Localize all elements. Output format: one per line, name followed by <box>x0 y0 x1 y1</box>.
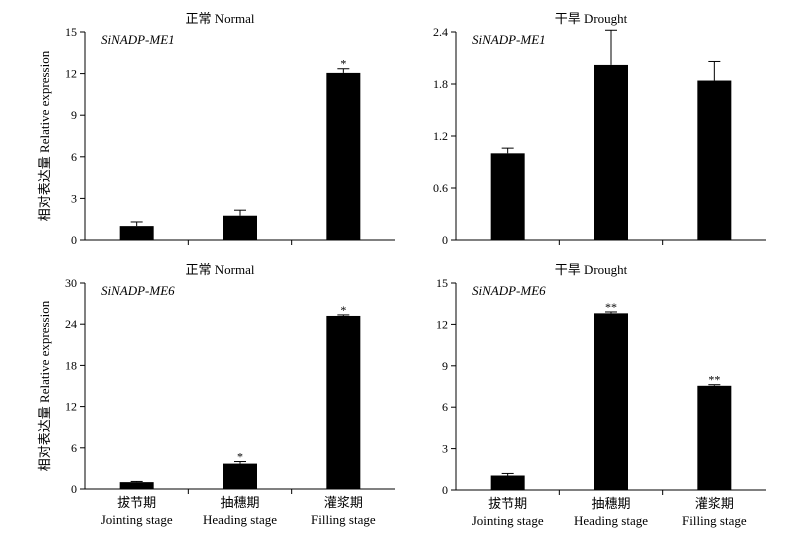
category-label-zh: 拔节期 <box>117 495 156 510</box>
bar <box>119 226 154 240</box>
y-tick-label: 0 <box>71 233 77 247</box>
bar <box>223 215 257 240</box>
y-tick-label: 15 <box>436 276 448 290</box>
significance-mark: ** <box>605 300 617 314</box>
category-label-zh: 抽穗期 <box>220 495 259 510</box>
y-tick-label: 0 <box>442 483 448 497</box>
category-label-en: Jointing stage <box>101 512 173 527</box>
y-axis-label: 相对表达量 Relative expression <box>37 300 52 471</box>
gene-label: SiNADP-ME1 <box>472 32 546 47</box>
y-tick-label: 12 <box>436 317 448 331</box>
significance-mark: * <box>237 450 243 464</box>
y-tick-label: 3 <box>442 442 448 456</box>
bar <box>119 482 154 489</box>
bar <box>697 80 732 241</box>
bar <box>697 385 732 490</box>
panel-title: 干旱 Drought <box>555 11 628 26</box>
y-tick-label: 9 <box>442 359 448 373</box>
category-label-zh: 抽穗期 <box>591 496 630 511</box>
y-tick-label: 3 <box>71 191 77 205</box>
gene-label: SiNADP-ME6 <box>472 283 546 298</box>
y-tick-label: 24 <box>65 317 77 331</box>
y-tick-label: 15 <box>65 25 77 39</box>
y-axis-label: 相对表达量 Relative expression <box>37 50 52 221</box>
bar <box>594 313 628 490</box>
y-tick-label: 6 <box>71 441 77 455</box>
bar <box>594 64 628 240</box>
category-label-en: Heading stage <box>574 513 648 528</box>
category-label-zh: 灌浆期 <box>324 495 363 510</box>
panel-title: 正常 Normal <box>186 262 255 277</box>
y-tick-label: 2.4 <box>433 25 448 39</box>
y-tick-label: 9 <box>71 108 77 122</box>
gene-label: SiNADP-ME6 <box>101 283 175 298</box>
y-tick-label: 6 <box>442 400 448 414</box>
bar <box>490 153 525 240</box>
category-label-zh: 灌浆期 <box>695 496 734 511</box>
bar <box>326 72 361 240</box>
category-label-en: Filling stage <box>311 512 376 527</box>
bar <box>490 475 525 490</box>
bar <box>223 463 257 489</box>
gene-label: SiNADP-ME1 <box>101 32 175 47</box>
y-tick-label: 0 <box>71 482 77 496</box>
y-tick-label: 12 <box>65 400 77 414</box>
y-tick-label: 1.8 <box>433 77 448 91</box>
bar <box>326 315 361 489</box>
panel-title: 正常 Normal <box>186 11 255 26</box>
category-label-en: Filling stage <box>682 513 747 528</box>
significance-mark: * <box>340 57 346 71</box>
y-tick-label: 12 <box>65 67 77 81</box>
significance-mark: * <box>340 303 346 317</box>
significance-mark: ** <box>708 373 720 387</box>
y-tick-label: 0.6 <box>433 181 448 195</box>
category-label-en: Jointing stage <box>472 513 544 528</box>
y-tick-label: 0 <box>442 233 448 247</box>
y-tick-label: 18 <box>65 358 77 372</box>
category-label-en: Heading stage <box>203 512 277 527</box>
y-tick-label: 6 <box>71 150 77 164</box>
y-tick-label: 1.2 <box>433 129 448 143</box>
category-label-zh: 拔节期 <box>488 496 527 511</box>
panel-title: 干旱 Drought <box>555 262 628 277</box>
y-tick-label: 30 <box>65 276 77 290</box>
